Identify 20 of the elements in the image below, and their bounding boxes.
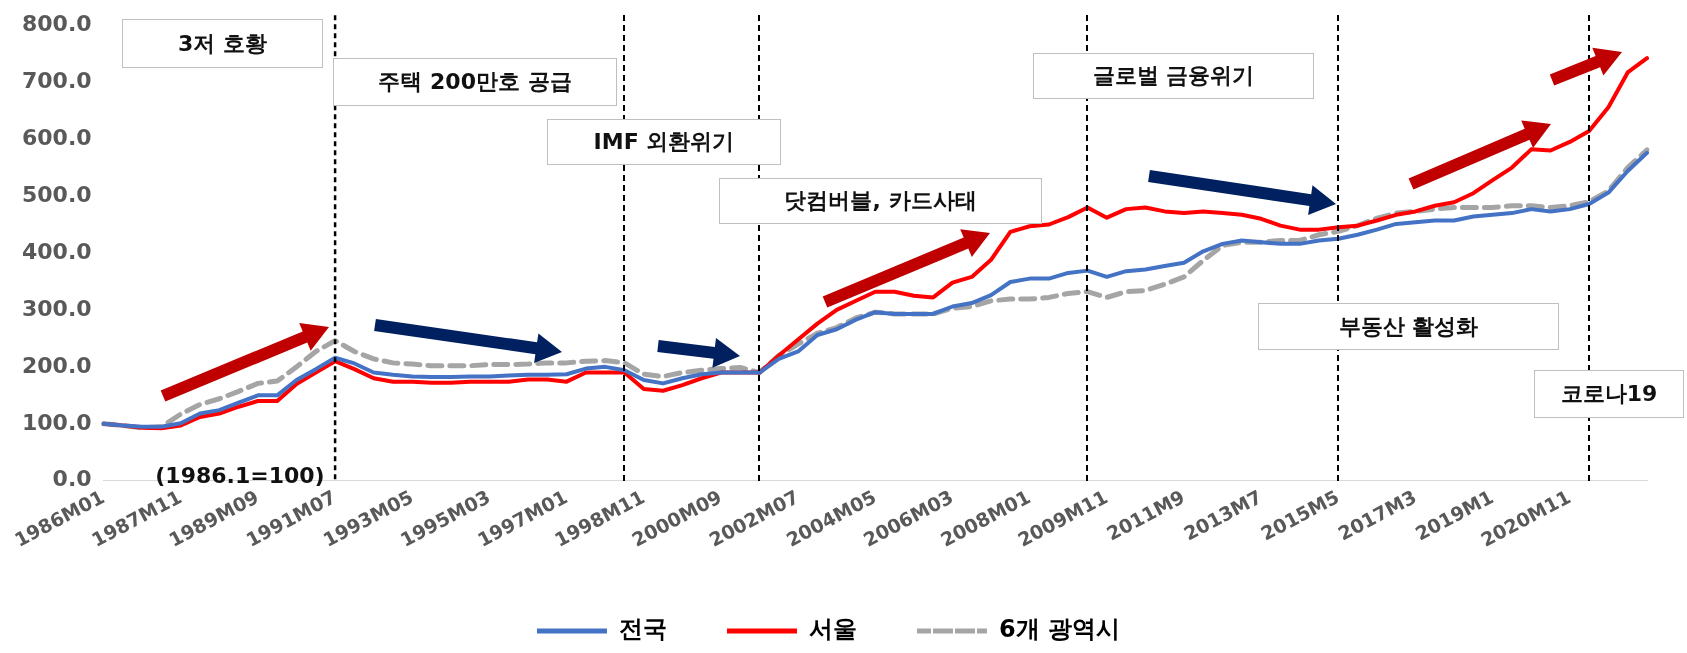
legend-label: 전국 [618,615,667,644]
legend-label: 서울 [808,615,857,644]
note-box: 코로나19 [1534,370,1684,418]
note-box: 주택 200만호 공급 [333,58,617,106]
y-tick-label: 300.0 [21,295,92,321]
y-tick-label: 500.0 [21,181,92,207]
y-tick-label: 400.0 [21,238,92,264]
y-tick-label: 100.0 [21,409,92,435]
note-box: 닷컴버블, 카드사태 [719,178,1042,224]
annotation: (1986.1=100) [154,461,326,490]
note-box: 3저 호황 [122,19,323,68]
note-box: IMF 외환위기 [547,119,781,165]
legend-label: 6개 광역시 [998,615,1121,644]
y-tick-label: 0.0 [52,466,92,492]
note-box: 글로벌 금융위기 [1033,53,1314,99]
note-box: 부동산 활성화 [1258,303,1559,350]
y-tick-label: 600.0 [21,124,92,150]
y-tick-label: 800.0 [21,10,92,36]
y-tick-label: 200.0 [21,352,92,378]
y-tick-label: 700.0 [21,67,92,93]
